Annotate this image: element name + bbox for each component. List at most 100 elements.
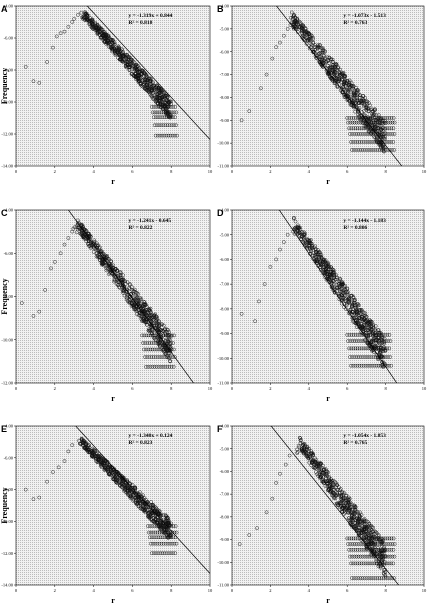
data-point-rise — [285, 27, 290, 31]
data-point-stripe — [360, 132, 365, 136]
data-point-cloud — [311, 460, 315, 464]
data-point-stripe — [152, 123, 157, 128]
data-point-cloud — [165, 330, 170, 334]
data-point-rise — [51, 470, 55, 474]
data-point-cloud — [293, 225, 298, 230]
regression-line — [276, 6, 403, 166]
data-point-stripe — [380, 363, 385, 368]
data-point-cloud — [112, 466, 116, 471]
data-point-cloud — [382, 341, 386, 346]
data-point-cloud — [354, 93, 359, 98]
data-point-stripe — [385, 140, 389, 144]
data-point-cloud — [317, 460, 321, 465]
data-point-cloud — [136, 292, 141, 296]
data-point-stripe — [164, 551, 169, 556]
data-point-stripe — [149, 104, 154, 109]
data-point-stripe — [379, 536, 383, 541]
x-tick-label: 8 — [384, 588, 387, 593]
data-point-stripe — [392, 120, 397, 125]
data-point-cloud — [90, 26, 95, 30]
data-point-cloud — [151, 513, 155, 517]
data-point-cloud — [84, 239, 89, 243]
data-point-stripe — [373, 554, 378, 559]
data-point-stripe — [381, 576, 386, 581]
data-point-cloud — [307, 31, 311, 36]
data-point-stripe — [372, 332, 377, 337]
data-point-stripe — [359, 363, 364, 368]
data-point-rise — [23, 487, 28, 492]
data-point-stripe — [352, 576, 356, 581]
data-point-cloud — [88, 246, 93, 250]
panel-label: C — [1, 208, 8, 218]
data-point-stripe — [160, 115, 165, 120]
data-point-cloud — [107, 270, 112, 275]
data-point-rise — [283, 462, 288, 467]
data-point-cloud — [297, 435, 302, 440]
data-point-rise — [274, 480, 278, 485]
data-point-stripe — [174, 541, 179, 546]
data-point-stripe — [381, 148, 386, 152]
data-point-cloud — [100, 460, 105, 465]
data-point-cloud — [346, 495, 351, 500]
data-point-cloud — [120, 288, 125, 293]
data-point-stripe — [391, 561, 396, 566]
data-point-stripe — [379, 148, 384, 152]
data-point-stripe — [159, 333, 164, 338]
data-point-stripe — [145, 341, 150, 345]
data-point-cloud — [325, 474, 330, 479]
data-point-cloud — [352, 512, 357, 517]
data-point-cloud — [360, 527, 365, 532]
y-tick-label: -10.00 — [217, 560, 229, 565]
r-squared-label: R² = 0.818 — [129, 20, 153, 26]
data-point-rise — [247, 109, 252, 113]
data-point-cloud — [120, 47, 124, 52]
data-point-stripe — [156, 535, 161, 540]
data-point-stripe — [162, 355, 167, 359]
data-point-stripe — [361, 140, 366, 144]
data-point-rise — [262, 282, 267, 286]
data-point-cloud — [106, 34, 110, 39]
data-point-cloud — [352, 503, 357, 508]
data-point-cloud — [342, 507, 347, 512]
data-point-stripe — [353, 332, 358, 337]
data-point-cloud — [136, 498, 141, 503]
data-point-cloud — [365, 520, 370, 524]
data-point-stripe — [349, 140, 353, 144]
data-point-cloud — [327, 488, 331, 492]
data-point-cloud — [144, 78, 149, 83]
data-point-stripe — [359, 547, 364, 552]
data-point-cloud — [301, 27, 305, 31]
data-point-cloud — [107, 472, 111, 477]
data-point-stripe — [158, 133, 162, 138]
data-point-cloud — [318, 461, 322, 466]
data-point-stripe — [159, 347, 163, 352]
data-point-stripe — [390, 554, 395, 559]
data-point-cloud — [354, 105, 358, 109]
data-point-cloud — [363, 328, 368, 332]
data-point-stripe — [357, 547, 362, 552]
data-point-stripe — [374, 140, 379, 144]
data-point-cloud — [367, 129, 372, 134]
panel-label: F — [217, 424, 223, 434]
data-point-cloud — [325, 55, 330, 60]
data-point-stripe — [383, 547, 387, 552]
data-point-stripe — [356, 339, 361, 343]
data-point-peak — [296, 443, 301, 448]
data-point-rise — [258, 86, 263, 91]
data-point-cloud — [304, 451, 308, 456]
data-point-stripe — [156, 364, 161, 369]
data-point-cloud — [146, 313, 151, 318]
data-point-cloud — [117, 48, 122, 52]
data-point-cloud — [102, 253, 107, 258]
data-point-peak — [80, 15, 85, 20]
data-point-cloud — [157, 327, 162, 332]
data-point-cloud — [323, 49, 327, 54]
data-point-rise — [257, 299, 261, 304]
data-point-cloud — [143, 85, 148, 90]
data-point-stripe — [379, 576, 384, 581]
data-point-cloud — [82, 235, 86, 240]
data-point-stripe — [355, 346, 360, 351]
y-tick-label: -6.00 — [4, 36, 14, 41]
x-axis-label: r — [326, 596, 330, 605]
data-point-cloud — [110, 46, 114, 51]
